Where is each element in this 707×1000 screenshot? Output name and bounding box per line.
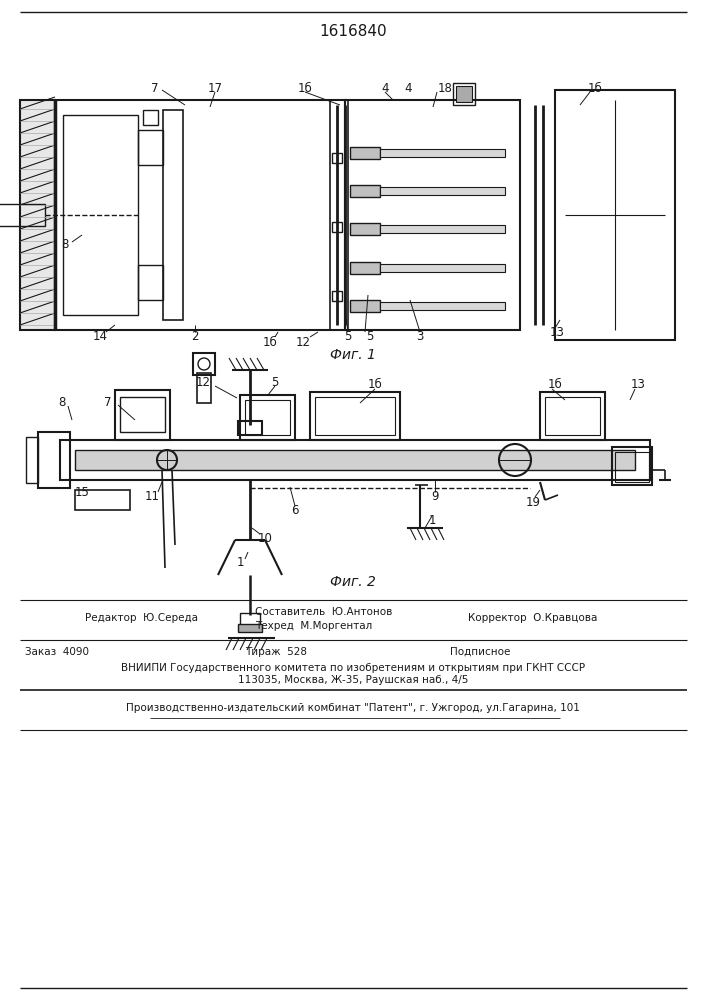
Bar bbox=[380, 187, 505, 195]
Text: 2: 2 bbox=[192, 330, 199, 344]
Bar bbox=[55, 100, 345, 330]
Bar bbox=[612, 447, 652, 485]
Text: Корректор  О.Кравцова: Корректор О.Кравцова bbox=[468, 613, 597, 623]
Text: 9: 9 bbox=[431, 489, 439, 502]
Text: 1616840: 1616840 bbox=[319, 24, 387, 39]
Text: 8: 8 bbox=[58, 395, 66, 408]
Bar bbox=[245, 400, 290, 435]
Bar bbox=[332, 222, 342, 232]
Text: 1: 1 bbox=[236, 556, 244, 570]
Text: Производственно-издательский комбинат "Патент", г. Ужгород, ул.Гагарина, 101: Производственно-издательский комбинат "П… bbox=[126, 703, 580, 713]
Bar bbox=[75, 490, 130, 510]
Text: Фиг. 1: Фиг. 1 bbox=[330, 348, 376, 362]
Text: Фиг. 2: Фиг. 2 bbox=[330, 575, 376, 589]
Bar bbox=[26, 437, 38, 483]
Text: 14: 14 bbox=[93, 330, 107, 344]
Bar bbox=[143, 110, 158, 125]
Text: 1б: 1б bbox=[298, 82, 312, 95]
Bar bbox=[238, 624, 262, 632]
Text: 1б: 1б bbox=[588, 82, 602, 95]
Bar bbox=[455, 86, 472, 102]
Bar bbox=[240, 395, 295, 440]
Bar bbox=[380, 148, 505, 156]
Text: 3: 3 bbox=[416, 330, 423, 344]
Bar bbox=[138, 130, 163, 165]
Text: 10: 10 bbox=[257, 532, 272, 544]
Bar bbox=[315, 397, 395, 435]
Bar bbox=[20, 100, 55, 330]
Text: 8: 8 bbox=[62, 238, 69, 251]
Text: 12: 12 bbox=[196, 375, 211, 388]
Bar bbox=[350, 261, 380, 273]
Text: Редактор  Ю.Середа: Редактор Ю.Середа bbox=[85, 613, 198, 623]
Bar bbox=[350, 185, 380, 197]
Text: 113035, Москва, Ж-35, Раушская наб., 4/5: 113035, Москва, Ж-35, Раушская наб., 4/5 bbox=[238, 675, 468, 685]
Bar bbox=[115, 390, 170, 440]
Bar bbox=[615, 452, 649, 482]
Text: 4: 4 bbox=[381, 82, 389, 95]
Text: 19: 19 bbox=[525, 495, 540, 508]
Bar bbox=[238, 421, 262, 435]
Bar bbox=[350, 223, 380, 235]
Bar bbox=[540, 392, 605, 440]
Bar bbox=[350, 146, 380, 158]
Text: 11: 11 bbox=[144, 489, 160, 502]
Text: 7: 7 bbox=[104, 395, 112, 408]
Bar bbox=[332, 290, 342, 300]
Bar bbox=[193, 353, 215, 375]
Bar bbox=[38, 432, 70, 488]
Bar bbox=[380, 302, 505, 310]
Text: Техред  М.Моргентал: Техред М.Моргентал bbox=[255, 621, 373, 631]
Bar bbox=[75, 450, 635, 470]
Text: 1б: 1б bbox=[262, 336, 277, 349]
Text: 13: 13 bbox=[631, 378, 645, 391]
Bar bbox=[0, 204, 45, 226]
Text: 7: 7 bbox=[151, 82, 159, 95]
Text: Заказ  4090: Заказ 4090 bbox=[25, 647, 89, 657]
Bar bbox=[310, 392, 400, 440]
Bar bbox=[332, 152, 342, 162]
Text: Составитель  Ю.Антонов: Составитель Ю.Антонов bbox=[255, 607, 392, 617]
Text: 1б: 1б bbox=[548, 378, 562, 391]
Text: 18: 18 bbox=[438, 82, 452, 95]
Text: 13: 13 bbox=[549, 326, 564, 338]
Bar bbox=[555, 90, 675, 340]
Text: Тираж  528: Тираж 528 bbox=[245, 647, 307, 657]
Bar bbox=[330, 100, 348, 330]
Bar bbox=[350, 300, 380, 312]
Text: 5: 5 bbox=[271, 375, 279, 388]
Text: 5: 5 bbox=[344, 330, 351, 344]
Bar bbox=[345, 100, 520, 330]
Bar bbox=[545, 397, 600, 435]
Bar bbox=[138, 265, 163, 300]
Bar bbox=[63, 115, 138, 315]
Text: 6: 6 bbox=[291, 504, 299, 516]
Text: 1: 1 bbox=[428, 514, 436, 526]
Text: 12: 12 bbox=[296, 336, 310, 349]
Text: 4: 4 bbox=[404, 82, 411, 95]
Bar bbox=[380, 225, 505, 233]
Bar bbox=[120, 397, 165, 432]
Text: 15: 15 bbox=[74, 486, 90, 498]
Bar bbox=[380, 263, 505, 271]
Bar bbox=[452, 83, 474, 105]
Bar bbox=[163, 110, 183, 320]
Bar bbox=[60, 440, 650, 480]
Text: Подписное: Подписное bbox=[450, 647, 510, 657]
Text: 17: 17 bbox=[207, 82, 223, 95]
Bar bbox=[240, 613, 260, 625]
Text: ВНИИПИ Государственного комитета по изобретениям и открытиям при ГКНТ СССР: ВНИИПИ Государственного комитета по изоб… bbox=[121, 663, 585, 673]
Text: 5: 5 bbox=[366, 330, 374, 344]
Text: 1б: 1б bbox=[368, 378, 382, 391]
Bar bbox=[197, 373, 211, 403]
